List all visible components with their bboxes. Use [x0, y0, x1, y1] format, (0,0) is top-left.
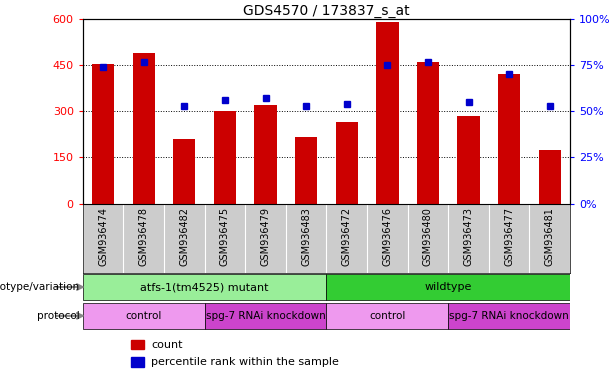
- Text: count: count: [151, 339, 183, 350]
- Bar: [448, 303, 570, 329]
- Bar: [335, 122, 358, 204]
- Bar: [214, 111, 236, 204]
- Text: GSM936480: GSM936480: [423, 207, 433, 266]
- Bar: [417, 62, 439, 204]
- Text: GSM936472: GSM936472: [341, 207, 352, 266]
- Bar: [131, 340, 143, 349]
- Bar: [326, 274, 570, 300]
- Bar: [326, 303, 448, 329]
- Text: protocol: protocol: [37, 311, 80, 321]
- Text: control: control: [126, 311, 162, 321]
- Text: spg-7 RNAi knockdown: spg-7 RNAi knockdown: [205, 311, 326, 321]
- Bar: [376, 22, 398, 204]
- Text: GSM936475: GSM936475: [220, 207, 230, 266]
- Text: GSM936474: GSM936474: [98, 207, 108, 266]
- Bar: [83, 303, 205, 329]
- Bar: [295, 137, 318, 204]
- Text: GSM936478: GSM936478: [139, 207, 149, 266]
- Text: percentile rank within the sample: percentile rank within the sample: [151, 357, 339, 367]
- Bar: [83, 274, 326, 300]
- Bar: [173, 139, 196, 204]
- Text: GSM936482: GSM936482: [179, 207, 189, 266]
- Text: GSM936479: GSM936479: [261, 207, 270, 266]
- Text: spg-7 RNAi knockdown: spg-7 RNAi knockdown: [449, 311, 569, 321]
- Bar: [254, 105, 276, 204]
- Text: wildtype: wildtype: [425, 282, 472, 292]
- Text: GSM936477: GSM936477: [504, 207, 514, 266]
- Title: GDS4570 / 173837_s_at: GDS4570 / 173837_s_at: [243, 4, 409, 18]
- Bar: [539, 150, 561, 204]
- Text: GSM936473: GSM936473: [463, 207, 474, 266]
- Bar: [92, 64, 114, 204]
- Text: GSM936481: GSM936481: [545, 207, 555, 266]
- Text: GSM936476: GSM936476: [383, 207, 392, 266]
- Bar: [131, 357, 143, 367]
- Text: GSM936483: GSM936483: [301, 207, 311, 266]
- Bar: [132, 53, 155, 204]
- Bar: [457, 116, 480, 204]
- Bar: [498, 74, 520, 204]
- Text: genotype/variation: genotype/variation: [0, 282, 80, 292]
- Bar: [205, 303, 326, 329]
- Text: atfs-1(tm4525) mutant: atfs-1(tm4525) mutant: [140, 282, 269, 292]
- Text: control: control: [369, 311, 406, 321]
